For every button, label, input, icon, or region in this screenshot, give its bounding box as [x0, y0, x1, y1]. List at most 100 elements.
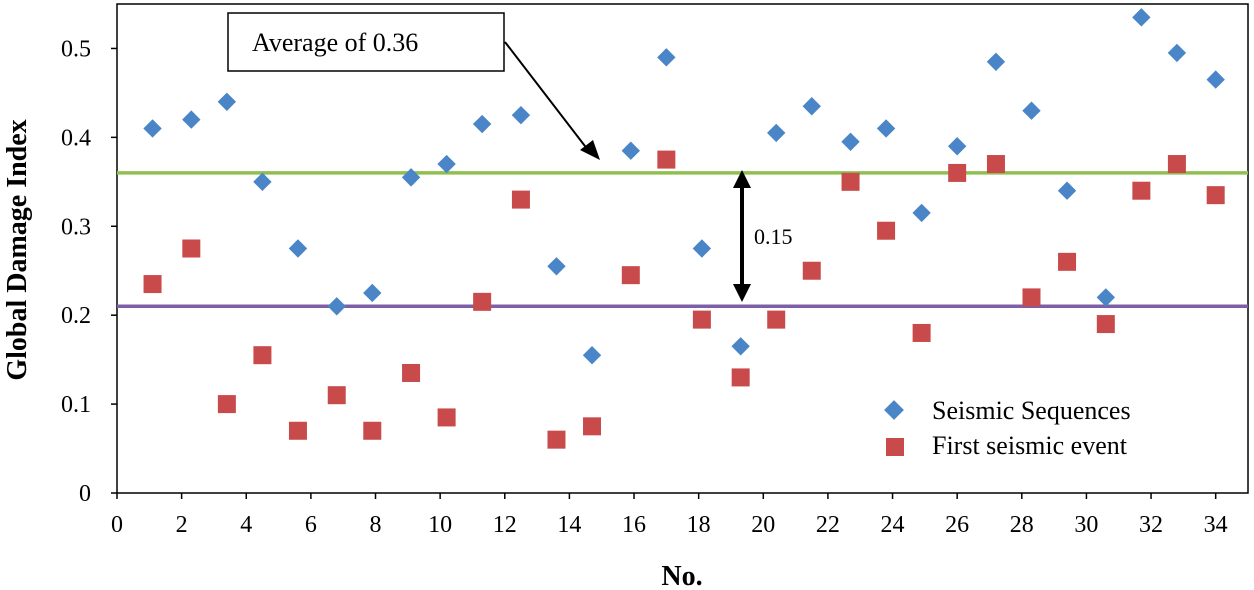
point-seismic-sequences: [288, 239, 308, 258]
difference-arrow-head-up: [733, 170, 751, 188]
legend-label-first-seismic-event: First seismic event: [932, 431, 1128, 460]
point-first-seismic-event: [217, 395, 236, 414]
point-first-seismic-event: [1132, 181, 1151, 200]
difference-label: 0.15: [754, 224, 793, 249]
y-tick-label: 0: [79, 481, 91, 507]
point-first-seismic-event: [1167, 155, 1186, 174]
annotation-arrow-head: [580, 140, 600, 160]
x-tick-label: 2: [176, 512, 188, 538]
point-seismic-sequences: [401, 168, 421, 187]
point-seismic-sequences: [511, 105, 531, 125]
point-first-seismic-event: [657, 150, 676, 169]
point-seismic-sequences: [692, 239, 712, 258]
point-seismic-sequences: [472, 114, 492, 134]
point-seismic-sequences: [182, 110, 201, 129]
point-first-seismic-event: [288, 421, 307, 440]
x-tick-label: 16: [622, 512, 646, 538]
point-first-seismic-event: [547, 430, 566, 449]
x-tick-label: 24: [881, 512, 905, 538]
x-tick-label: 12: [493, 512, 517, 538]
point-first-seismic-event: [877, 221, 896, 240]
y-axis-ticks: 0 0.1 0.2 0.3 0.4 0.5: [61, 36, 117, 507]
point-seismic-sequences: [1057, 181, 1077, 200]
point-seismic-sequences: [582, 345, 602, 365]
y-tick-label: 0.3: [61, 214, 91, 240]
point-seismic-sequences: [841, 132, 860, 152]
legend: Seismic Sequences First seismic event: [884, 396, 1131, 460]
point-seismic-sequences: [547, 257, 566, 276]
x-tick-label: 34: [1204, 512, 1228, 538]
data-points: [143, 8, 1225, 449]
point-first-seismic-event: [511, 190, 530, 209]
point-first-seismic-event: [363, 421, 382, 440]
legend-marker-seismic-sequences: [884, 400, 904, 420]
x-tick-label: 4: [240, 512, 252, 538]
difference-arrow-head-down: [733, 284, 751, 302]
x-tick-label: 18: [687, 512, 711, 538]
point-first-seismic-event: [912, 323, 931, 342]
point-seismic-sequences: [253, 172, 272, 192]
x-tick-label: 10: [428, 512, 452, 538]
point-seismic-sequences: [1206, 70, 1225, 89]
x-tick-label: 20: [751, 512, 775, 538]
y-tick-label: 0.4: [61, 125, 91, 151]
point-seismic-sequences: [217, 92, 237, 111]
point-first-seismic-event: [182, 239, 201, 258]
point-first-seismic-event: [767, 310, 786, 329]
point-seismic-sequences: [1022, 101, 1041, 120]
x-tick-label: 6: [305, 512, 317, 538]
x-tick-label: 28: [1010, 512, 1034, 538]
x-tick-label: 14: [557, 512, 581, 538]
x-axis-ticks: 0 2 4 6 8 10 12 14 16 18 20 22 24 26 28 30 32 34: [111, 493, 1228, 538]
point-first-seismic-event: [402, 363, 421, 382]
point-seismic-sequences: [912, 203, 931, 223]
point-first-seismic-event: [327, 386, 346, 405]
x-tick-label: 26: [945, 512, 969, 538]
point-first-seismic-event: [143, 275, 162, 294]
point-first-seismic-event: [802, 261, 821, 280]
point-seismic-sequences: [802, 97, 821, 116]
y-tick-label: 0.1: [61, 392, 91, 418]
point-seismic-sequences: [1167, 43, 1187, 63]
point-first-seismic-event: [731, 368, 750, 387]
point-seismic-sequences: [363, 283, 382, 303]
point-seismic-sequences: [657, 48, 676, 67]
point-seismic-sequences: [621, 141, 640, 160]
point-first-seismic-event: [253, 346, 272, 365]
point-seismic-sequences: [986, 52, 1006, 71]
point-first-seismic-event: [1022, 288, 1041, 307]
x-tick-label: 8: [370, 512, 382, 538]
point-first-seismic-event: [473, 292, 492, 311]
y-axis-title: Global Damage Index: [2, 119, 33, 380]
point-seismic-sequences: [327, 297, 346, 316]
point-first-seismic-event: [1058, 252, 1077, 271]
point-seismic-sequences: [1132, 8, 1151, 27]
legend-label-seismic-sequences: Seismic Sequences: [932, 396, 1131, 425]
y-tick-label: 0.5: [61, 36, 91, 62]
x-tick-label: 32: [1139, 512, 1163, 538]
x-tick-label: 22: [816, 512, 840, 538]
point-first-seismic-event: [841, 172, 860, 191]
point-first-seismic-event: [583, 417, 602, 436]
annotation-arrow-line: [504, 41, 589, 151]
x-axis-title: No.: [661, 561, 702, 590]
point-seismic-sequences: [767, 123, 786, 143]
point-seismic-sequences: [1096, 288, 1116, 307]
point-first-seismic-event: [1206, 186, 1225, 205]
average-annotation-label: Average of 0.36: [252, 28, 418, 57]
point-first-seismic-event: [948, 163, 967, 182]
average-annotation-box: [227, 12, 505, 72]
point-first-seismic-event: [1096, 315, 1115, 334]
point-first-seismic-event: [986, 155, 1005, 174]
point-first-seismic-event: [692, 310, 711, 329]
point-first-seismic-event: [437, 408, 456, 427]
legend-marker-first-seismic-event: [886, 438, 904, 456]
point-seismic-sequences: [437, 154, 456, 174]
point-seismic-sequences: [731, 337, 750, 356]
reference-lines: [117, 171, 1248, 309]
point-first-seismic-event: [621, 266, 640, 285]
x-tick-label: 30: [1074, 512, 1098, 538]
x-tick-label: 0: [111, 512, 123, 538]
